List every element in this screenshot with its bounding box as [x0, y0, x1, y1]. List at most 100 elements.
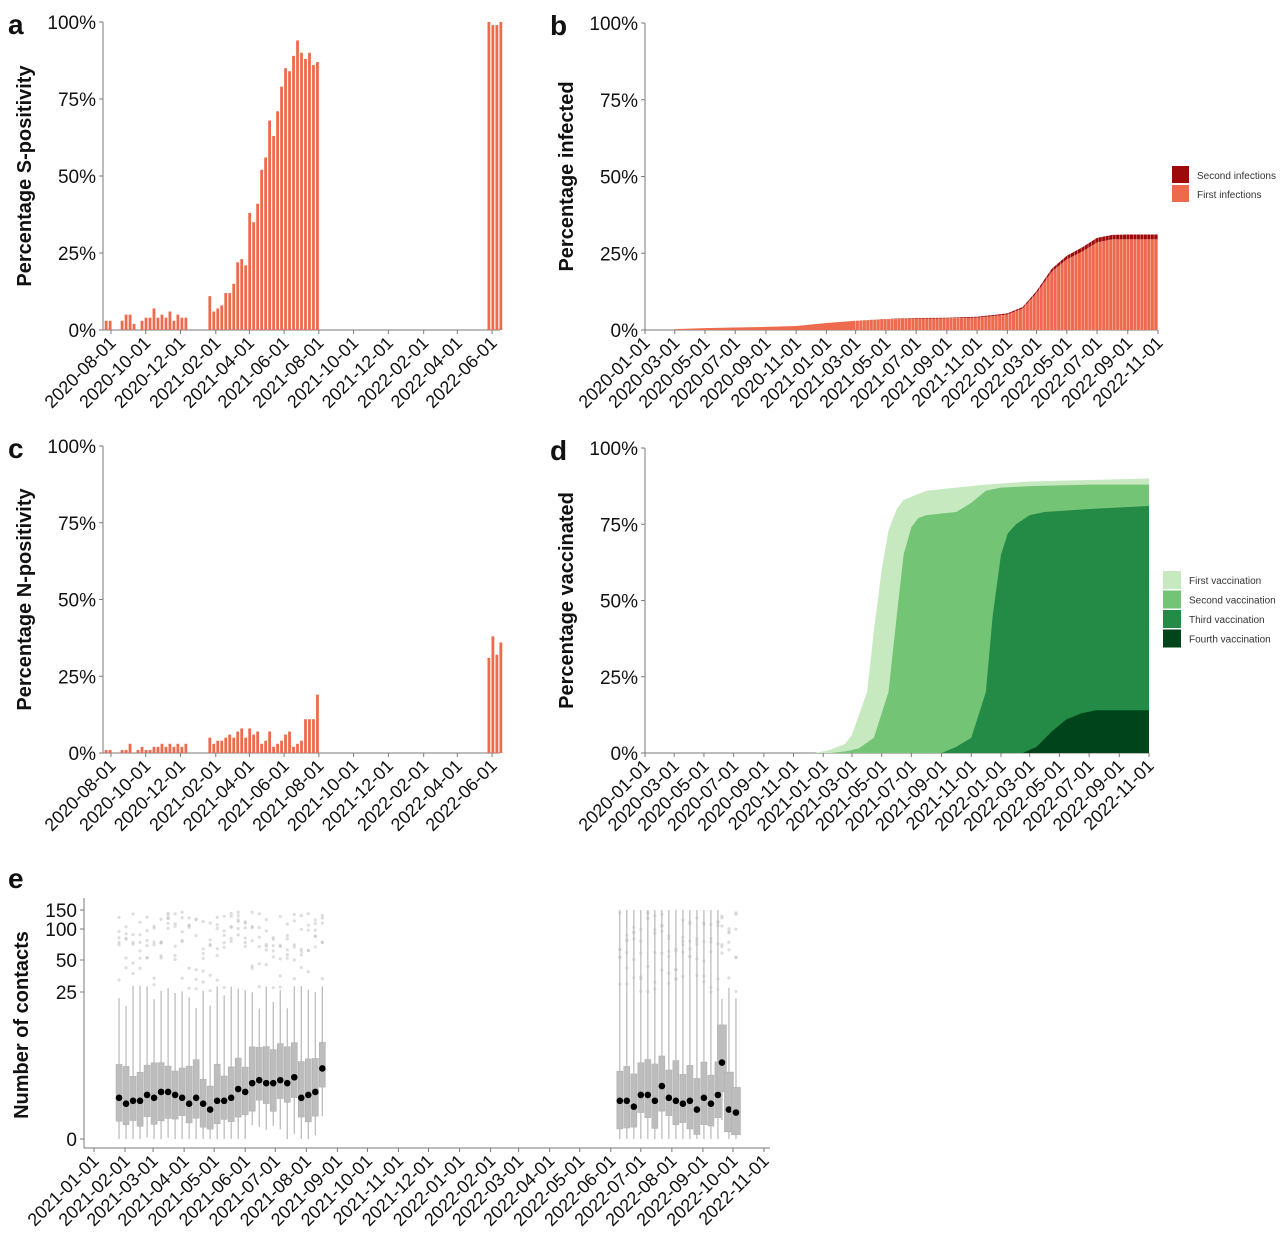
box: [143, 1064, 151, 1117]
outlier: [166, 916, 170, 920]
outlier: [138, 949, 142, 953]
outlier: [222, 933, 226, 937]
median-point: [693, 1106, 701, 1113]
outlier: [236, 910, 240, 914]
median-point: [276, 1076, 284, 1084]
outlier: [201, 956, 205, 960]
outlier: [727, 929, 731, 934]
outlier: [716, 987, 720, 992]
outlier: [709, 985, 713, 990]
outlier: [124, 932, 128, 936]
outlier: [131, 912, 135, 916]
legend-label-first: First infections: [1197, 190, 1261, 201]
y-tick-label: 0%: [69, 744, 97, 765]
outlier: [159, 956, 163, 960]
bar: [124, 314, 128, 330]
outlier: [173, 924, 177, 928]
outlier: [292, 958, 296, 962]
bar: [276, 111, 279, 330]
outlier: [639, 939, 643, 943]
outlier: [159, 941, 163, 945]
outlier: [720, 924, 724, 928]
outlier: [716, 941, 720, 946]
outlier: [716, 923, 720, 928]
outlier: [138, 920, 142, 924]
box: [623, 1066, 631, 1129]
bar: [308, 719, 311, 753]
outlier: [695, 916, 699, 920]
outlier: [117, 978, 121, 982]
outlier: [257, 984, 261, 989]
outlier: [716, 920, 720, 925]
median-point: [283, 1079, 291, 1087]
bar: [280, 86, 283, 331]
median-point: [630, 1103, 638, 1110]
outlier: [306, 912, 310, 916]
bar: [491, 636, 495, 753]
outlier: [194, 977, 198, 982]
outlier: [646, 917, 650, 921]
bar: [252, 222, 256, 330]
median-point: [305, 1091, 312, 1099]
outlier: [695, 957, 699, 961]
outlier: [215, 947, 219, 951]
outlier: [180, 930, 184, 934]
bar: [228, 734, 232, 753]
bar: [284, 734, 287, 753]
outlier: [702, 974, 706, 978]
outlier: [702, 980, 706, 984]
outlier: [264, 963, 268, 967]
median-point: [686, 1097, 694, 1105]
outlier: [180, 976, 184, 980]
outlier: [299, 965, 303, 970]
y-tick-label: 75%: [58, 90, 96, 111]
outlier: [173, 944, 177, 948]
outlier: [208, 943, 212, 947]
outlier: [257, 962, 261, 966]
outlier: [709, 950, 713, 954]
bar: [284, 68, 287, 330]
y-axis-label: Number of contacts: [11, 931, 33, 1119]
median-point: [199, 1100, 207, 1108]
median-point: [255, 1076, 263, 1084]
bar: [240, 728, 244, 753]
median-point: [298, 1094, 305, 1102]
bar: [184, 317, 188, 330]
y-tick-label: 75%: [600, 515, 638, 536]
outlier: [320, 977, 324, 981]
outlier: [632, 976, 636, 980]
outlier: [117, 940, 121, 945]
y-axis-label: Percentage N-positivity: [14, 487, 36, 710]
outlier: [250, 939, 254, 943]
panel-d: 0%25%50%75%100%Percentage vaccinatedd202…: [550, 435, 1276, 835]
outlier: [152, 940, 156, 944]
bar: [212, 743, 216, 753]
outlier: [653, 950, 657, 955]
outlier: [320, 913, 324, 917]
bar: [124, 749, 128, 753]
box: [312, 1058, 319, 1117]
outlier: [236, 914, 240, 918]
outlier: [180, 910, 184, 914]
outlier: [243, 936, 247, 940]
outlier: [201, 969, 205, 973]
outlier: [660, 929, 664, 933]
outlier: [124, 956, 128, 960]
outlier: [667, 949, 671, 953]
outlier: [124, 925, 128, 929]
outlier: [187, 916, 191, 920]
bar: [236, 262, 240, 330]
bar: [128, 314, 132, 330]
outlier: [734, 927, 738, 931]
bar: [172, 320, 176, 330]
median-point: [157, 1088, 165, 1096]
median-point: [234, 1085, 242, 1093]
outlier: [709, 990, 713, 994]
outlier: [222, 941, 226, 945]
bar: [168, 311, 172, 330]
outlier: [734, 956, 738, 960]
bar: [292, 55, 295, 330]
outlier: [720, 951, 724, 955]
outlier: [173, 922, 177, 926]
